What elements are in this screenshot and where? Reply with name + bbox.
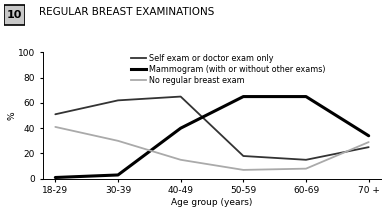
Text: REGULAR BREAST EXAMINATIONS: REGULAR BREAST EXAMINATIONS [39,7,214,17]
Text: 10: 10 [7,10,22,20]
Legend: Self exam or doctor exam only, Mammogram (with or without other exams), No regul: Self exam or doctor exam only, Mammogram… [131,54,326,85]
FancyBboxPatch shape [4,5,25,25]
Y-axis label: %: % [7,111,16,120]
X-axis label: Age group (years): Age group (years) [171,198,253,207]
